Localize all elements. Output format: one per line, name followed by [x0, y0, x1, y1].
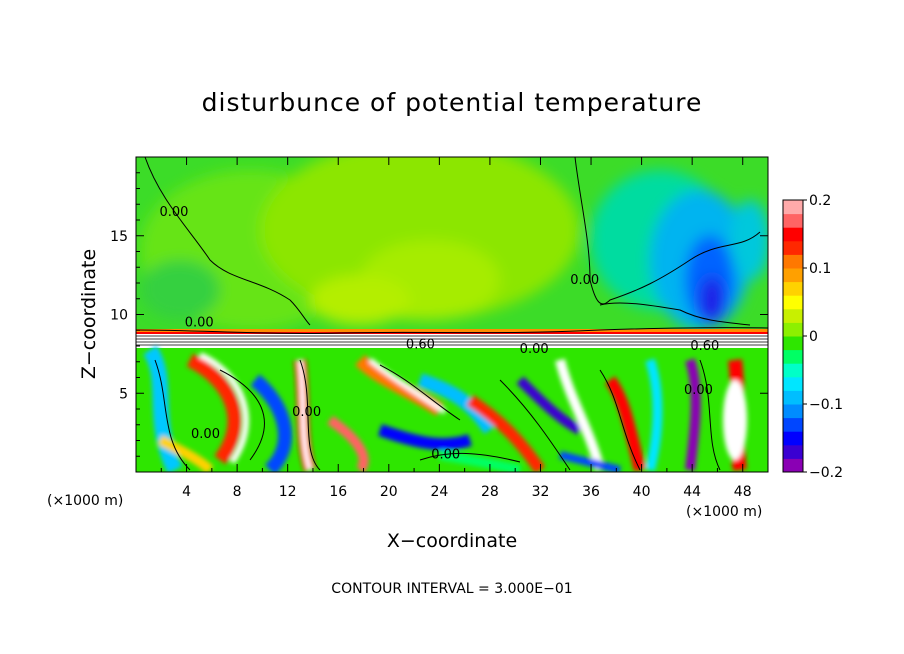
colorbar-segment [783, 431, 803, 446]
colorbar-segment [783, 349, 803, 364]
colorbar-segment [783, 254, 803, 269]
contour-label: 0.00 [185, 315, 214, 330]
x-tick-label: 4 [182, 484, 191, 500]
x-axis: 4 8 12 16 20 24 28 32 36 40 44 48 [160, 157, 752, 500]
colorbar-segment [783, 458, 803, 473]
inversion-band [136, 329, 768, 332]
y-axis-title: Z−coordinate [78, 249, 100, 379]
colorbar-segment [783, 240, 803, 255]
colorbar-segment [783, 308, 803, 323]
x-tick-label: 12 [279, 484, 297, 500]
colorbar-segment [783, 363, 803, 378]
contour-label: 0.00 [292, 405, 321, 420]
colorbar-segment [783, 227, 803, 242]
contour-labels: 0.00 0.00 0.00 0.60 0.00 0.60 0.00 0.00 0.00 0.00 [159, 205, 719, 463]
y-tick-label: 15 [110, 229, 128, 245]
contour-label: 0.60 [690, 339, 719, 354]
contour-label: 0.00 [684, 383, 713, 398]
colorbar-segment [783, 376, 803, 391]
upper-field-shading [140, 157, 768, 330]
contour-label: 0.00 [520, 342, 549, 357]
x-axis-unit-right: (×1000 m) [686, 504, 762, 520]
contour-label: 0.00 [159, 205, 188, 220]
colorbar-segment [783, 404, 803, 419]
colorbar-tick-label: 0.1 [809, 261, 831, 277]
y-axis: 5 10 15 [110, 172, 768, 457]
colorbar-segment [783, 336, 803, 351]
contour-label: 0.60 [406, 337, 435, 352]
x-axis-title: X−coordinate [387, 530, 517, 552]
colorbar: −0.2 −0.1 0 0.1 0.2 [782, 193, 843, 481]
x-tick-label: 20 [380, 484, 398, 500]
y-tick-label: 5 [119, 386, 128, 402]
x-tick-label: 24 [430, 484, 448, 500]
contour-label: 0.00 [191, 427, 220, 442]
x-tick-label: 44 [683, 484, 701, 500]
contour-label: 0.00 [431, 448, 460, 463]
colorbar-tick-label: 0.2 [809, 193, 831, 209]
y-tick-label: 10 [110, 308, 128, 324]
colorbar-tick-label: −0.2 [809, 465, 843, 481]
colorbar-tick-label: −0.1 [809, 397, 843, 413]
x-tick-label: 32 [532, 484, 550, 500]
x-tick-label: 28 [481, 484, 499, 500]
x-tick-label: 16 [329, 484, 347, 500]
contour-label: 0.00 [570, 273, 599, 288]
x-tick-label: 40 [633, 484, 651, 500]
colorbar-segment [783, 417, 803, 432]
x-tick-label: 8 [233, 484, 242, 500]
colorbar-segment [783, 390, 803, 405]
colorbar-segment [783, 213, 803, 228]
colorbar-segment [783, 268, 803, 283]
colorbar-segment [783, 444, 803, 459]
x-tick-label: 48 [734, 484, 752, 500]
contour-interval: CONTOUR INTERVAL = 3.000E−01 [331, 581, 572, 597]
colorbar-segment [783, 200, 803, 215]
chart-title: disturbunce of potential temperature [202, 88, 703, 117]
colorbar-tick-label: 0 [809, 329, 818, 345]
x-tick-label: 36 [582, 484, 600, 500]
x-axis-unit-left: (×1000 m) [47, 493, 123, 509]
colorbar-segment [783, 281, 803, 296]
contour-lines [136, 157, 768, 471]
colorbar-segment [783, 322, 803, 337]
plot-area: 0.00 0.00 0.00 0.60 0.00 0.60 0.00 0.00 0.00 0.00 [136, 157, 768, 472]
colorbar-segment [783, 295, 803, 310]
